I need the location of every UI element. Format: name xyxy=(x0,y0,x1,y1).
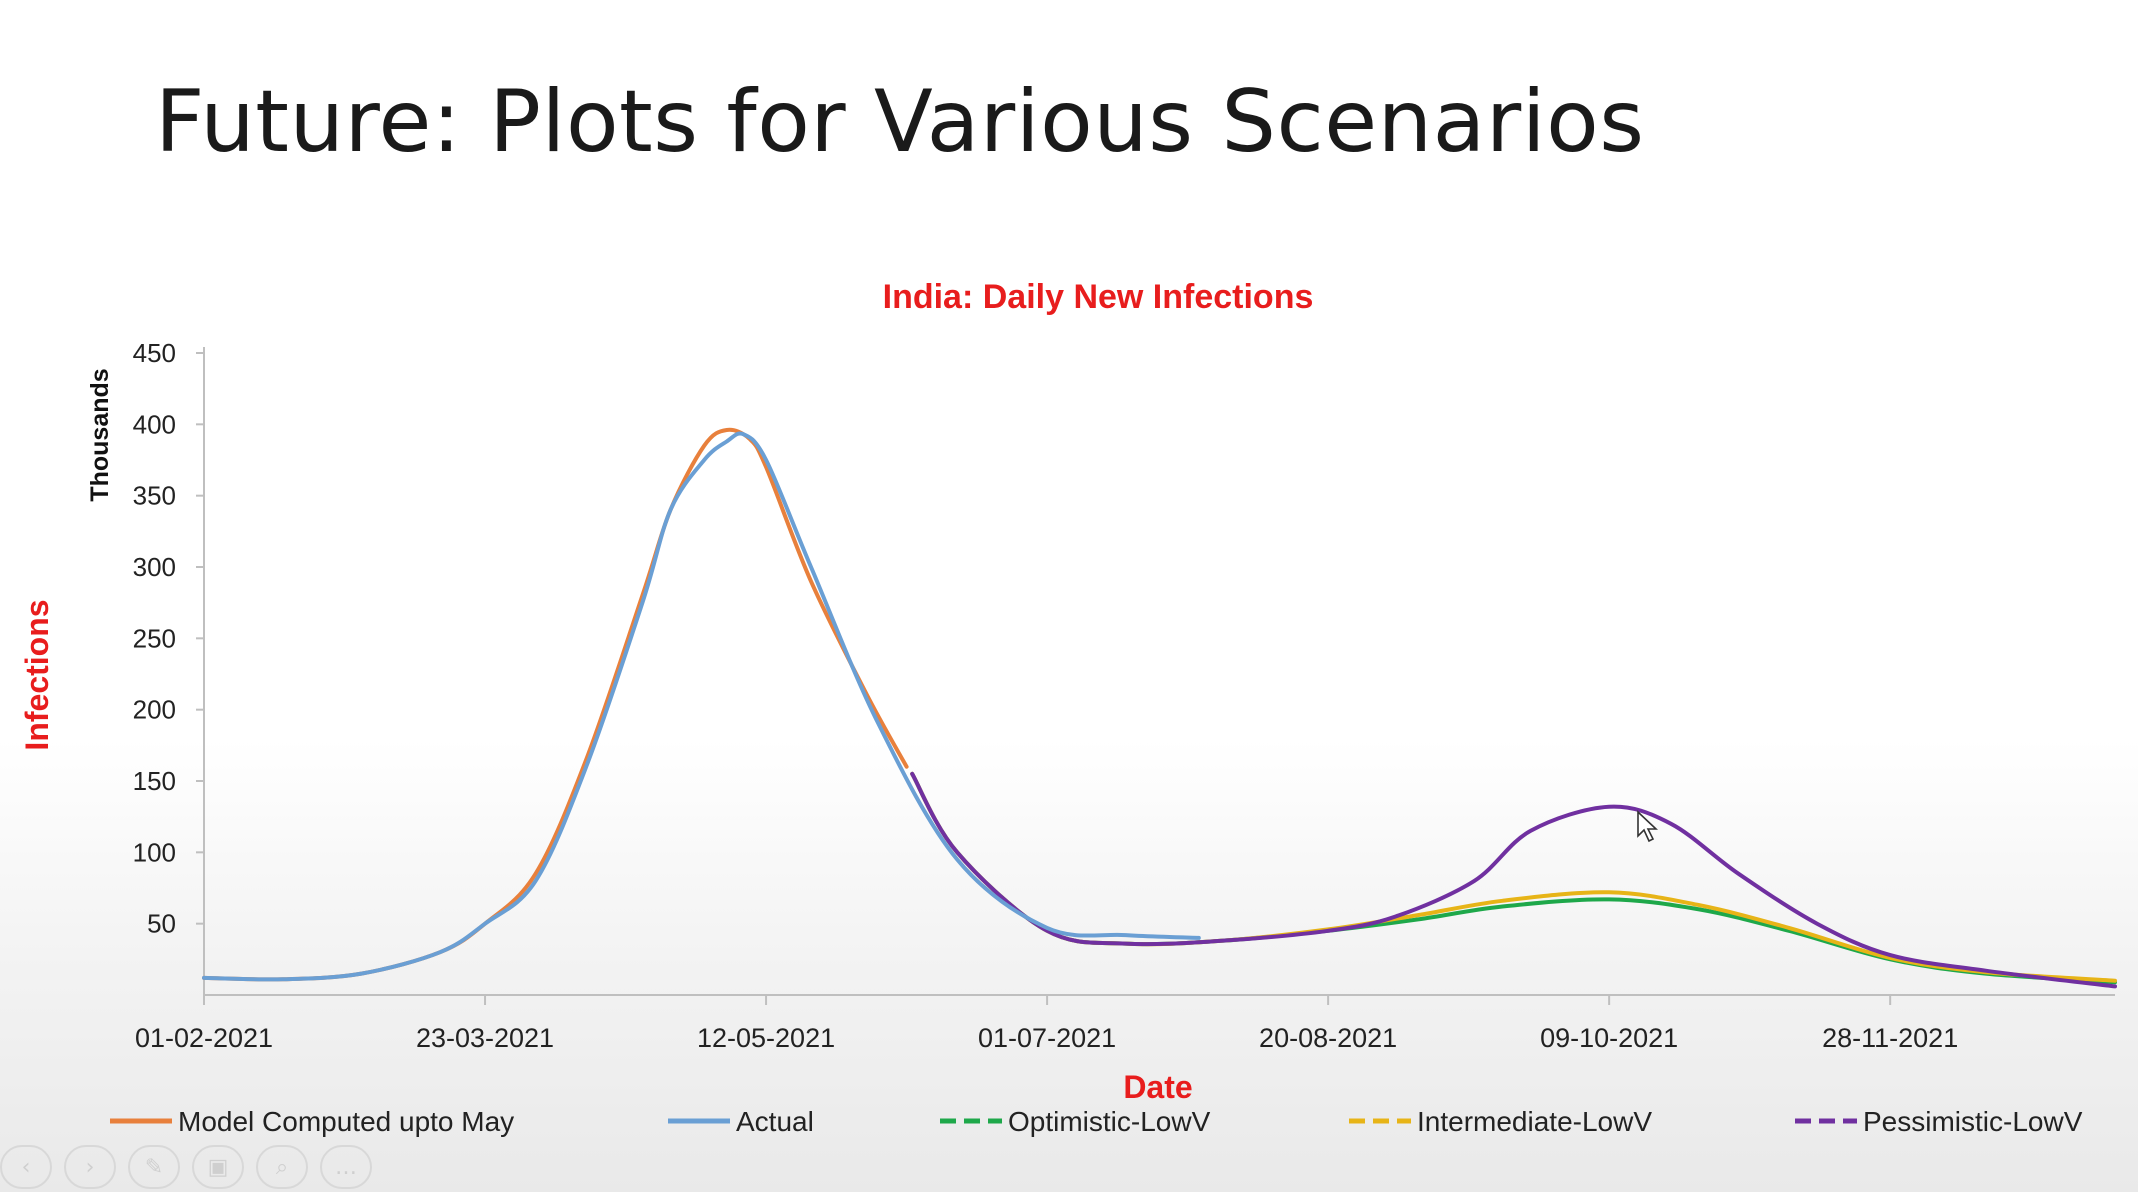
more-icon[interactable]: … xyxy=(320,1145,372,1189)
pen-icon[interactable]: ✎ xyxy=(128,1145,180,1189)
legend-label: Optimistic-LowV xyxy=(1008,1106,1211,1137)
y-tick-label: 350 xyxy=(133,481,176,511)
x-tick-label: 09-10-2021 xyxy=(1540,1023,1678,1053)
slides-icon[interactable]: ▣ xyxy=(192,1145,244,1189)
series-line-optimistic-lowv xyxy=(910,771,2117,985)
series-line-intermediate-lowv xyxy=(910,771,2117,983)
x-tick-label: 01-02-2021 xyxy=(135,1023,273,1053)
legend-label: Model Computed upto May xyxy=(178,1106,514,1137)
legend-label: Actual xyxy=(736,1106,814,1137)
x-tick-label: 28-11-2021 xyxy=(1822,1023,1958,1053)
zoom-icon[interactable]: ⌕ xyxy=(256,1145,308,1189)
y-tick-label: 450 xyxy=(133,338,176,368)
y-tick-label: 50 xyxy=(147,909,176,939)
previous-slide-icon[interactable]: ‹ xyxy=(0,1145,52,1189)
legend-label: Intermediate-LowV xyxy=(1417,1106,1652,1137)
y-tick-label: 400 xyxy=(133,409,176,439)
series-line-model-computed-upto-may xyxy=(202,427,909,982)
chart-legend: Model Computed upto May Actual Optimistic-… xyxy=(110,1106,2083,1137)
x-tick-label: 01-07-2021 xyxy=(978,1023,1116,1053)
x-axis-label: Date xyxy=(1123,1069,1192,1105)
legend-label: Pessimistic-LowV xyxy=(1863,1106,2083,1137)
y-tick-label: 250 xyxy=(133,623,176,653)
series-line-actual xyxy=(202,431,1201,982)
y-tick-label: 300 xyxy=(133,552,176,582)
y-tick-label: 100 xyxy=(133,837,176,867)
series-line-pessimistic-lowv xyxy=(910,771,2117,989)
chart-title: India: Daily New Infections xyxy=(883,278,1314,316)
x-tick-label: 20-08-2021 xyxy=(1259,1023,1397,1053)
x-tick-label: 12-05-2021 xyxy=(697,1023,835,1053)
y-tick-label: 200 xyxy=(133,695,176,725)
mouse-cursor-icon xyxy=(1637,810,1658,843)
next-slide-icon[interactable]: › xyxy=(64,1145,116,1189)
y-axis-unit: Thousands xyxy=(86,368,114,501)
y-axis-label: Infections xyxy=(19,599,55,750)
chart-axes: 50 100 150 200 250 300 350 400 450 01-02-2021 23-0… xyxy=(133,338,2115,1053)
chart-series xyxy=(202,427,2117,989)
y-tick-label: 150 xyxy=(133,766,176,796)
slide-title: Future: Plots for Various Scenarios xyxy=(155,72,1645,172)
x-tick-label: 23-03-2021 xyxy=(416,1023,554,1053)
presentation-toolbar: ‹ › ✎ ▣ ⌕ … xyxy=(0,1145,372,1189)
